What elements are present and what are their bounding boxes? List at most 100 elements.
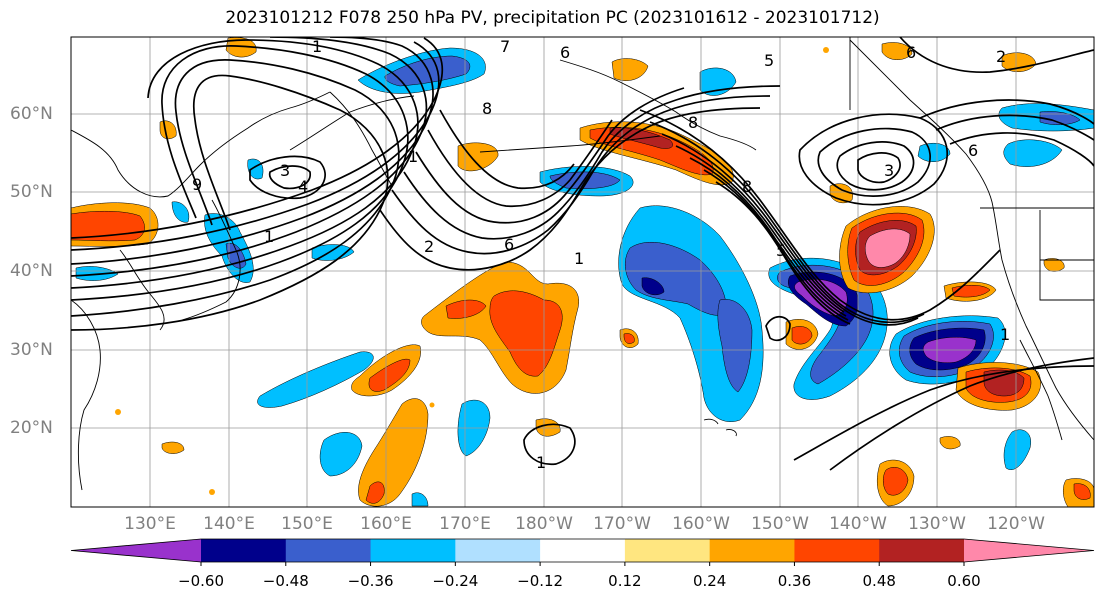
precip-dot — [823, 47, 829, 53]
contour-1-se — [793, 365, 1094, 461]
contour-label: 4 — [298, 177, 308, 196]
plot-frame — [70, 36, 1095, 508]
lat-label: 60°N — [10, 104, 53, 124]
contour-trough-4 — [415, 87, 685, 224]
border-states — [1039, 210, 1094, 301]
lat-label: 20°N — [10, 418, 53, 438]
contour-low-ne2 — [817, 127, 931, 197]
shade-orange-sml5 — [161, 441, 185, 454]
contour-label: 8 — [688, 113, 698, 132]
colorbar-extend-low — [71, 539, 201, 562]
shade-orange-nc2 — [881, 42, 913, 60]
contour-top-right — [899, 37, 1094, 74]
map-layers: 1 7 6 5 6 2 8 8 1 3 4 9 8 3 6 2 6 1 5 1 … — [71, 37, 1094, 507]
coast-na — [849, 39, 1094, 441]
plot-area — [71, 37, 1094, 507]
contour-label: 7 — [500, 37, 510, 56]
shade-cyan-south2 — [411, 492, 429, 507]
coast-china — [71, 299, 101, 491]
contour-1-se2 — [829, 357, 1094, 471]
lat-label: 30°N — [10, 340, 53, 360]
shade-red-central2 — [445, 299, 487, 319]
contour-trough-1 — [379, 107, 761, 271]
shade-red-west — [71, 210, 145, 242]
contour-low-nw — [249, 155, 326, 200]
pv-contours — [71, 37, 1094, 471]
shade-orange-tl — [225, 37, 257, 58]
precip-dot — [115, 409, 121, 415]
contour-7-main — [71, 41, 440, 251]
colorbar-segment — [879, 539, 965, 562]
contour-trough-2 — [391, 95, 771, 255]
lon-label: 160°E — [360, 514, 412, 534]
contour-low-ne4 — [857, 152, 901, 184]
contour-label: 8 — [482, 99, 492, 118]
colorbar-segment — [455, 539, 541, 562]
lon-label: 150°E — [281, 514, 333, 534]
coast-baja — [1019, 339, 1063, 441]
colorbar-tick-label: 0.60 — [947, 572, 981, 590]
shade-orange-streak — [358, 398, 429, 507]
contour-east-5 — [689, 157, 847, 317]
shade-orange-se4 — [939, 436, 961, 450]
coast-asia — [71, 91, 331, 198]
coast-aleutians — [479, 135, 661, 153]
contour-label: 1 — [408, 147, 418, 166]
colorbar-tick-label: −0.12 — [517, 572, 564, 590]
coast-korea — [119, 249, 165, 331]
contour-label: 6 — [968, 141, 978, 160]
contour-6-main — [71, 37, 434, 265]
lat-label: 50°N — [10, 182, 53, 202]
contour-east-2 — [649, 121, 925, 324]
colorbar-tick-label: 0.36 — [777, 572, 812, 590]
shade-orange-small — [457, 142, 499, 172]
lat-label: 40°N — [10, 261, 53, 281]
lon-label: 160°W — [672, 514, 730, 534]
colorbar-segment — [624, 539, 711, 562]
colorbar-tick-label: 0.48 — [862, 572, 896, 590]
contour-1-main — [71, 74, 389, 331]
coastlines — [71, 37, 1094, 491]
contour-label: 1 — [312, 37, 322, 56]
coast-japan — [181, 199, 241, 321]
lon-label: 170°W — [593, 514, 651, 534]
lon-label: 150°W — [751, 514, 809, 534]
shade-red-se2 — [1073, 483, 1091, 500]
shade-cyan-se3 — [1003, 429, 1032, 470]
contour-3-main — [71, 45, 409, 301]
shade-red-small2 — [791, 326, 813, 345]
contour-label: 3 — [884, 161, 894, 180]
contour-label: 3 — [280, 161, 290, 180]
colorbar — [70, 538, 1095, 566]
contour-label: 6 — [504, 235, 514, 254]
contour-label: 2 — [424, 237, 434, 256]
contour-trough-6 — [439, 109, 575, 190]
contour-east-7 — [715, 181, 851, 325]
colorbar-segment — [540, 539, 626, 562]
colorbar-extend-high — [964, 539, 1094, 562]
contour-label: 1 — [1000, 325, 1010, 344]
lon-label: 130°E — [124, 514, 176, 534]
lon-label: 170°E — [439, 514, 491, 534]
contour-label: 1 — [574, 249, 584, 268]
shade-cyan-nc2 — [1003, 139, 1063, 167]
contour-label-layer: 1 7 6 5 6 2 8 8 1 3 4 9 8 3 6 2 6 1 5 1 … — [192, 37, 1010, 472]
shade-red-se — [883, 467, 909, 496]
coast-hawaii — [703, 418, 737, 437]
contour-canada — [919, 99, 1094, 167]
contour-label: 6 — [906, 43, 916, 62]
colorbar-tick-label: −0.36 — [347, 572, 394, 590]
contour-label: 5 — [776, 241, 786, 260]
colorbar-segment — [709, 539, 795, 562]
shade-red-sml3 — [623, 333, 635, 344]
shade-cyan-streak — [319, 432, 363, 477]
shade-red-swtail — [368, 358, 411, 392]
contour-1-south — [523, 423, 576, 466]
colorbar-segment — [370, 539, 456, 562]
contour-low-ne3 — [836, 141, 915, 191]
shade-navy-plume — [641, 277, 665, 296]
colorbar-tick-label: −0.60 — [178, 572, 224, 590]
shade-royal-plume2 — [717, 299, 753, 393]
contour-4-main — [71, 39, 419, 289]
